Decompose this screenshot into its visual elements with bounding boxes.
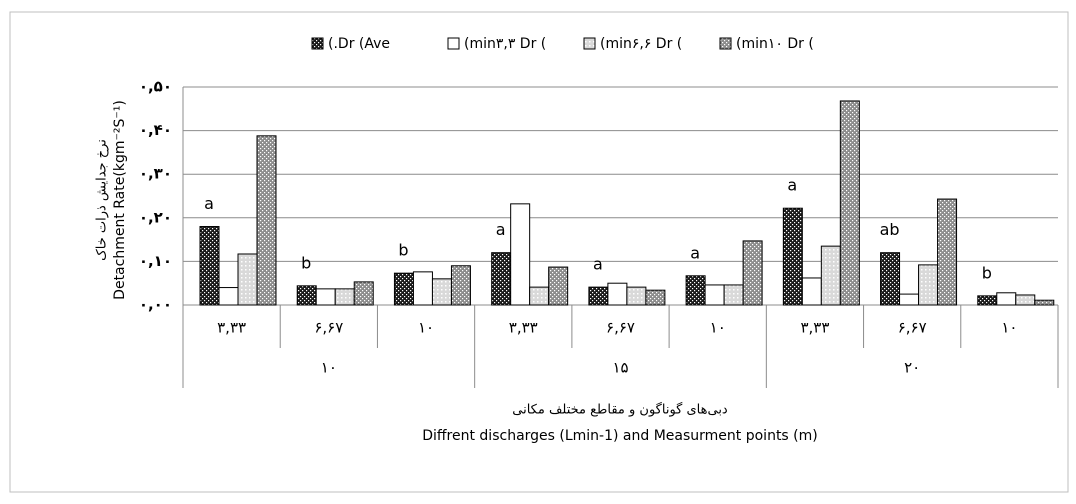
y-tick-label: ۰,۱۰ (139, 252, 172, 270)
bar (839, 100, 860, 306)
chart-border (9, 11, 1069, 493)
legend-swatch (311, 37, 324, 50)
x-tick-label: ۶,۶۷ (606, 319, 635, 337)
group-label: ۱۰ (321, 359, 337, 377)
bar (296, 285, 317, 306)
bar (510, 203, 531, 306)
y-tick-label: ۰,۴۰ (139, 121, 172, 139)
legend-label: (min۳,۳ Dr ( (464, 36, 546, 52)
legend-swatch (719, 37, 732, 50)
y-tick-label: ۰,۳۰ (139, 165, 172, 183)
y-axis-title: نرخ جدایش ذرات خاک (95, 139, 110, 261)
bar (315, 288, 336, 306)
x-tick-label: ۱۰ (418, 319, 434, 337)
annotation: a (496, 220, 506, 239)
annotation: a (787, 176, 797, 195)
bar (801, 277, 822, 306)
x-axis-title: دبی‌های گوناگون و مقاطع مختلف مکانی (512, 402, 728, 418)
bar (899, 293, 920, 306)
bar (450, 265, 471, 306)
x-tick-label: ۶,۶۷ (898, 319, 927, 337)
bar (491, 252, 512, 306)
bar (588, 286, 609, 306)
bar (256, 135, 277, 306)
bar (723, 284, 744, 306)
group-label: ۲۰ (904, 359, 920, 377)
x-tick-label: ۶,۶۷ (314, 319, 343, 337)
y-tick-label: ۰,۰۰ (139, 296, 172, 314)
annotation: a (593, 255, 603, 274)
bar (880, 252, 901, 306)
x-tick-label: ۳,۳۳ (800, 319, 829, 337)
bar (548, 266, 569, 306)
legend-label: (min۶,۶ Dr ( (600, 36, 682, 52)
bar (742, 240, 763, 306)
x-tick-label: ۱۰ (710, 319, 726, 337)
y-axis-title: Detachment Rate(kgm⁻²S⁻¹) (112, 100, 128, 300)
bar (1034, 299, 1055, 306)
bar (353, 281, 374, 306)
bar (977, 295, 998, 306)
bar (393, 272, 414, 306)
annotation: b (398, 241, 408, 260)
x-axis-title: Diffrent discharges (Lmin-1) and Measurm… (422, 428, 818, 444)
legend-label: (min۱۰ Dr ( (736, 36, 814, 52)
annotation: b (301, 253, 311, 272)
bar (782, 207, 803, 306)
bar (412, 271, 433, 306)
x-tick-label: ۳,۳۳ (217, 319, 246, 337)
x-tick-label: ۳,۳۳ (509, 319, 538, 337)
bar (1015, 294, 1036, 306)
bar (431, 278, 452, 306)
bar (820, 245, 841, 306)
bar (626, 286, 647, 306)
bar (607, 282, 628, 306)
annotation: a (204, 194, 214, 213)
legend-swatch (583, 37, 596, 50)
legend-label: (.Dr (Ave (328, 36, 390, 52)
bar (645, 289, 666, 306)
bar (218, 287, 239, 306)
bar (996, 292, 1017, 306)
annotation: b (982, 263, 992, 282)
legend-swatch (447, 37, 460, 50)
bar (937, 198, 958, 306)
y-tick-label: ۰,۵۰ (139, 78, 172, 96)
bar (237, 253, 258, 306)
bar (685, 275, 706, 306)
bar (529, 286, 550, 306)
group-label: ۱۵ (612, 359, 628, 377)
bar (199, 226, 220, 306)
annotation: ab (880, 220, 900, 239)
x-tick-label: ۱۰ (1001, 319, 1017, 337)
bar (918, 264, 939, 306)
bar (704, 284, 725, 306)
y-tick-label: ۰,۲۰ (139, 208, 172, 226)
annotation: a (690, 243, 700, 262)
bar (334, 288, 355, 306)
